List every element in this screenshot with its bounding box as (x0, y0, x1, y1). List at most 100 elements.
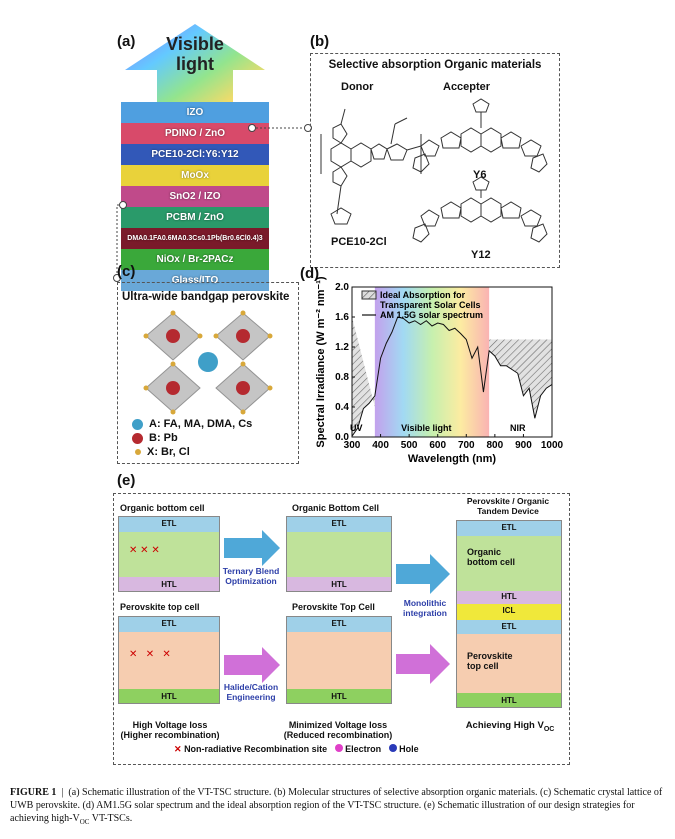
perovskite-top-text: Perovskite top cell (467, 651, 513, 671)
panel-b-title: Selective absorption Organic materials (328, 59, 542, 71)
spectrum-svg: 300 400 500 600 700 800 900 1000 0.0 0.4 0.8 1.2 1.6… (315, 276, 564, 465)
y-tick-label: 2.0 (335, 282, 349, 293)
donor-name: PCE10-2Cl (331, 236, 387, 248)
achieving-high-voc: Achieving High VOC (465, 720, 555, 733)
legend-ideal-line2: Transparent Solar Cells (380, 300, 481, 310)
organic-bottom-initial: ETL HTL ✕ ✕ ✕ (118, 516, 220, 592)
donor-label: Donor (341, 81, 374, 93)
panel-c-title: Ultra-wide bandgap perovskite (122, 291, 290, 303)
htl-label: HTL (331, 580, 347, 589)
y-tick-label: 1.2 (335, 342, 349, 353)
tandem-title: Perovskite / Organic Tandem Device (466, 496, 550, 516)
layer-3: MoOx (121, 165, 269, 186)
perovskite-top-initial: ETL HTL ✕ ✕ ✕ (118, 616, 220, 704)
band-label: Visible light (401, 423, 451, 433)
molecular-structures-box: Selective absorption Organic materials D… (310, 53, 560, 268)
arrow-halide (224, 647, 280, 683)
panel-e-label: (e) (117, 472, 136, 489)
lattice-legend-item: A: FA, MA, DMA, Cs (132, 418, 252, 430)
accepter-label: Accepter (443, 81, 491, 93)
etl-label: ETL (331, 619, 347, 628)
organic-bottom-optimized: ETL HTL (286, 516, 392, 592)
organic-bottom-title: Organic bottom cell (120, 503, 205, 513)
x-tick-label: 600 (429, 440, 446, 451)
band-label: UV (350, 423, 363, 433)
crystal-lattice (143, 310, 273, 415)
legend-hatch (361, 290, 377, 300)
htl-label: HTL (161, 580, 177, 589)
legend-ideal-line1: Ideal Absorption for (380, 290, 466, 300)
x-axis-label: Wavelength (nm) (408, 453, 497, 465)
design-strategy-box: Organic bottom cell ETL HTL ✕ ✕ ✕ Perovs… (113, 493, 570, 765)
x-tick-label: 500 (401, 440, 418, 451)
y-tick-label: 0.8 (335, 372, 349, 383)
organic-bottom-text: Organic bottom cell (467, 547, 516, 567)
x-tick-label: 700 (458, 440, 475, 451)
halide-cation-label: Halide/Cation Engineering (223, 682, 279, 702)
layer-7: NiOx / Br-2PACz (121, 249, 269, 270)
plot-frame (351, 286, 553, 438)
htl-label: HTL (331, 692, 347, 701)
y-tick-label: 0.4 (335, 402, 349, 413)
lattice-legend-item: X: Br, Cl (132, 446, 252, 458)
band-label: NIR (510, 423, 526, 433)
htl-label: HTL (501, 696, 517, 705)
perovskite-top-title2: Perovskite Top Cell (292, 602, 375, 612)
x-tick-label: 1000 (541, 440, 564, 451)
panel-d-label: (d) (300, 265, 320, 282)
arrow-monolithic-1 (396, 554, 450, 594)
arrow-monolithic-2 (396, 644, 450, 684)
icl-label: ICL (502, 606, 516, 615)
panel-e-legend: ✕ Non-radiative Recombination site Elect… (174, 744, 419, 754)
htl-label: HTL (501, 592, 517, 601)
figure-caption: FIGURE 1 | (a) Schematic illustration of… (10, 787, 663, 826)
minimized-voltage-loss-text: Minimized Voltage loss (Reduced recombin… (283, 720, 393, 740)
lattice-legend-item: B: Pb (132, 432, 252, 444)
chemical-structures (320, 98, 548, 243)
acceptor-y12-name: Y12 (471, 249, 491, 261)
layer-1: PDINO / ZnO (121, 123, 269, 144)
panel-b-label: (b) (310, 33, 330, 50)
organic-bottom-title2: Organic Bottom Cell (292, 503, 380, 513)
perovskite-top-optimized: ETL HTL (286, 616, 392, 704)
x-tick-label: 800 (487, 440, 504, 451)
ideal-absorption-region (489, 339, 552, 419)
layer-0: IZO (121, 102, 269, 123)
y-axis-label: Spectral Irradiance (W m⁻² nm⁻¹) (315, 276, 327, 447)
layer-stack-figure: Visible light IZO PDINO / ZnO PCE10-2Cl:Y6… (115, 22, 275, 291)
etl-label: ETL (501, 523, 517, 532)
layer-4: SnO2 / IZO (121, 186, 269, 207)
layer-2: PCE10-2Cl:Y6:Y12 (121, 144, 269, 165)
arrow-title-line1: Visible (166, 34, 224, 54)
ternary-blend-label: Ternary Blend Optimization (222, 566, 280, 586)
etl-label: ETL (501, 622, 517, 631)
caption-text: (a) Schematic illustration of the VT-TSC… (10, 787, 663, 824)
arrow-ternary (224, 530, 280, 566)
spectrum-chart: 300 400 500 600 700 800 900 1000 0.0 0.4 0.8 1.2 1.6… (300, 275, 565, 470)
am15g-line (351, 316, 553, 437)
layer-5: PCBM / ZnO (121, 207, 269, 228)
perovskite-top-title: Perovskite top cell (120, 602, 200, 612)
x-tick-label: 300 (344, 440, 361, 451)
perovskite-lattice-box: Ultra-wide bandgap perovskite A: FA, MA,… (117, 282, 299, 464)
y-tick-label: 1.6 (335, 312, 349, 323)
high-voltage-loss-text: High Voltage loss (Higher recombination) (120, 720, 220, 740)
monolithic-label: Monolithic integration (403, 598, 447, 618)
layer-6: DMA0.1FA0.6MA0.3Cs0.1Pb(Br0.6Cl0.4)3 (121, 228, 269, 249)
etl-label: ETL (161, 619, 177, 628)
y-tick-label: 0.0 (335, 432, 349, 443)
panel-a-label: (a) (117, 33, 136, 50)
x-tick-label: 400 (372, 440, 389, 451)
lattice-legend: A: FA, MA, DMA, Cs B: Pb X: Br, Cl (132, 418, 252, 460)
acceptor-y6-name: Y6 (473, 169, 487, 181)
x-tick-label: 900 (515, 440, 532, 451)
etl-label: ETL (331, 519, 347, 528)
arrow-title-line2: light (176, 54, 214, 74)
panel-c-label: (c) (117, 263, 136, 280)
tandem-device: ETL Organic bottom cell HTL ICL ETL Pero… (456, 520, 562, 708)
ideal-absorption-region (352, 317, 375, 437)
htl-label: HTL (161, 692, 177, 701)
visible-band (374, 287, 490, 437)
etl-label: ETL (161, 519, 177, 528)
